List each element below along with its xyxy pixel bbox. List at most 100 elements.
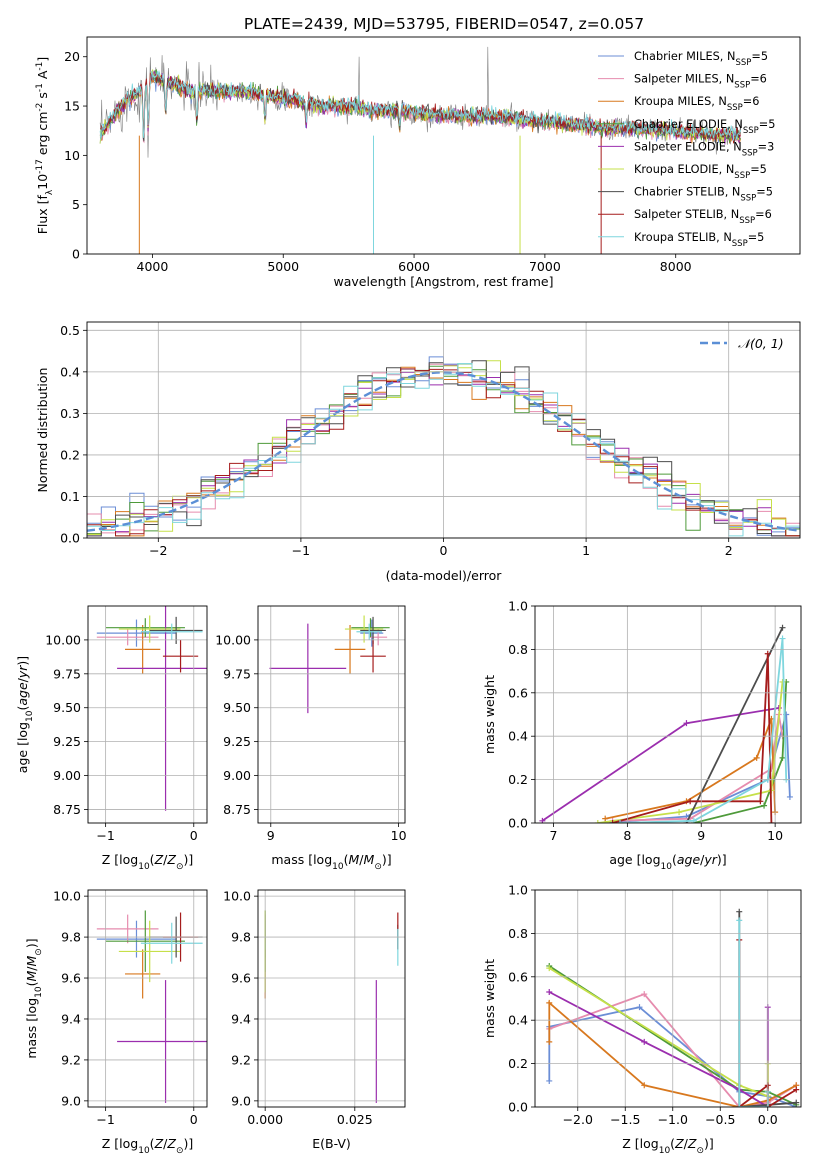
- mass-weight-marker: [641, 991, 648, 998]
- x-tick-label: −1.5: [610, 1112, 640, 1127]
- mass-weight-marker: [546, 988, 553, 995]
- legend-subscript: SSP: [734, 81, 750, 91]
- x-tick-label: 0: [190, 828, 198, 843]
- x-axis-label-part: ⊙: [374, 862, 382, 872]
- legend-label-6: Chabrier STELIB, NSSP=5: [634, 186, 773, 204]
- mass-weight-marker: [616, 820, 623, 823]
- y-tick-label: 10.0: [53, 889, 81, 904]
- x-axis-label-part: Z: [154, 852, 164, 867]
- panel-residuals: −2 −1 0 1 2 0.0 0.1 0.2 0.3 0.4 0.5 (data-model)/er…: [35, 321, 801, 583]
- y-axis-label-part: 10: [25, 710, 35, 722]
- legend-series-name: Chabrier MILES, N: [634, 50, 735, 63]
- errorbar-point-8: [140, 922, 203, 964]
- x-tick-label: 0: [190, 1112, 198, 1127]
- y-axis-label-part: -1: [35, 83, 45, 92]
- y-axis-label-part: -1: [35, 62, 45, 71]
- mass-weight-marker: [793, 1099, 800, 1106]
- y-tick-label: 0.6: [508, 969, 528, 984]
- y-tick-label: 9.8: [61, 930, 81, 945]
- mass-weight-marker: [641, 1082, 648, 1089]
- x-axis-label: (data-model)/error: [386, 568, 503, 583]
- x-axis-label-part: (: [150, 852, 155, 867]
- mass-weight-line-6: [685, 627, 784, 823]
- x-tick-label: 9: [267, 828, 275, 843]
- x-axis-label-part: (: [150, 1136, 155, 1151]
- plot-area-age-vs-mass: [258, 606, 405, 823]
- y-tick-label: 9.00: [223, 768, 251, 783]
- legend-subscript: SSP: [742, 148, 758, 158]
- errorbar-point-7: [162, 639, 199, 673]
- x-axis-label-part: age [log: [609, 852, 660, 867]
- legend-subscript: SSP: [727, 103, 743, 113]
- x-tick-label: 4000: [137, 259, 169, 274]
- errorbar-point-4: [269, 623, 347, 714]
- legend-series-name: Kroupa STELIB, N: [634, 231, 732, 244]
- x-axis-label-part: )]: [382, 852, 392, 867]
- x-tick-label: 10: [391, 828, 407, 843]
- axes-frame: [534, 605, 802, 824]
- mass-weight-marker: [546, 999, 553, 1006]
- x-tick-label: −1: [292, 543, 310, 558]
- x-axis-label: wavelength [Angstrom, rest frame]: [333, 274, 553, 289]
- legend-series-name: Kroupa MILES, N: [634, 95, 727, 108]
- errorbar-point-6: [360, 616, 386, 644]
- x-axis-label-part: 10: [138, 862, 150, 872]
- panel-mass-vs-ebv: 0.000 0.025 9.0 9.2 9.4 9.6 9.8 10.0 E(B-V): [223, 889, 406, 1151]
- legend-label-5: Kroupa ELODIE, NSSP=5: [634, 163, 767, 181]
- model-spectrum-line-8: [99, 70, 741, 141]
- x-axis-label-part: Z: [154, 1136, 164, 1151]
- y-axis-label-part: A: [35, 70, 50, 83]
- y-tick-label: 9.4: [231, 1011, 251, 1026]
- y-axis-label-part: yr: [15, 665, 30, 679]
- y-tick-label: 9.50: [223, 700, 251, 715]
- x-tick-label: 0.000: [247, 1112, 283, 1127]
- axes-frame: [86, 36, 801, 255]
- mass-weight-marker: [687, 798, 694, 805]
- x-axis-label-part: Z [log: [622, 1136, 658, 1151]
- axes-frame: [87, 605, 208, 824]
- errorbar-point-2: [125, 624, 161, 674]
- mass-weight-marker: [786, 793, 793, 800]
- y-tick-label: 0.4: [508, 729, 528, 744]
- x-axis-label: mass [log10(M/M⊙)]: [271, 852, 391, 872]
- legend-label-2: Kroupa MILES, NSSP=6: [634, 95, 759, 113]
- x-tick-label: −2: [149, 543, 167, 558]
- legend-n-ssp: =3: [758, 140, 775, 153]
- y-axis-label: mass weight: [482, 959, 497, 1038]
- mass-weight-marker: [609, 820, 616, 823]
- errorbar-point-2: [125, 949, 161, 999]
- x-axis-label-part: mass [log: [271, 852, 332, 867]
- x-tick-label: 10: [767, 828, 783, 843]
- y-tick-label: 9.75: [223, 666, 251, 681]
- x-axis-label: Z [log10(Z/Z⊙)]: [102, 852, 194, 872]
- x-tick-label: −1.0: [658, 1112, 688, 1127]
- plot-area-age-vs-z: [88, 606, 207, 823]
- mass-weight-marker: [676, 809, 683, 816]
- x-tick-label: 7000: [529, 259, 561, 274]
- legend-n-ssp: =5: [750, 163, 767, 176]
- y-tick-label: 0.2: [508, 1056, 528, 1071]
- mass-weight-marker: [546, 1077, 553, 1084]
- x-axis-label-part: Z [log: [102, 852, 138, 867]
- panel-mass-weight-vs-z: −2.0 −1.5 −1.0 −0.5 0.0 0.0 0.2 0.4 0.6 0.8 1.0 Z […: [482, 883, 802, 1156]
- errorbar-point-3: [351, 618, 390, 638]
- x-axis-label-part: ⊙: [696, 1146, 704, 1156]
- mass-weight-line-2: [548, 1000, 797, 1107]
- legend-series-name: Chabrier STELIB, N: [634, 186, 740, 199]
- legend-label-8: Kroupa STELIB, NSSP=5: [634, 231, 764, 249]
- y-tick-label: 9.25: [223, 734, 251, 749]
- x-axis-label-part: 10: [661, 862, 673, 872]
- y-axis-label-part: /: [15, 677, 30, 682]
- x-tick-label: 6000: [398, 259, 430, 274]
- x-axis-label-part: /: [700, 852, 705, 867]
- x-axis-label-part: Z: [166, 852, 176, 867]
- legend-series-name: Salpeter MILES, N: [634, 73, 734, 86]
- figure-title: PLATE=2439, MJD=53795, FIBERID=0547, z=0…: [244, 15, 644, 33]
- y-tick-label: 10.00: [215, 632, 251, 647]
- x-tick-label: 9: [697, 828, 705, 843]
- x-tick-label: 8000: [660, 259, 692, 274]
- mass-weight-marker: [736, 1104, 743, 1107]
